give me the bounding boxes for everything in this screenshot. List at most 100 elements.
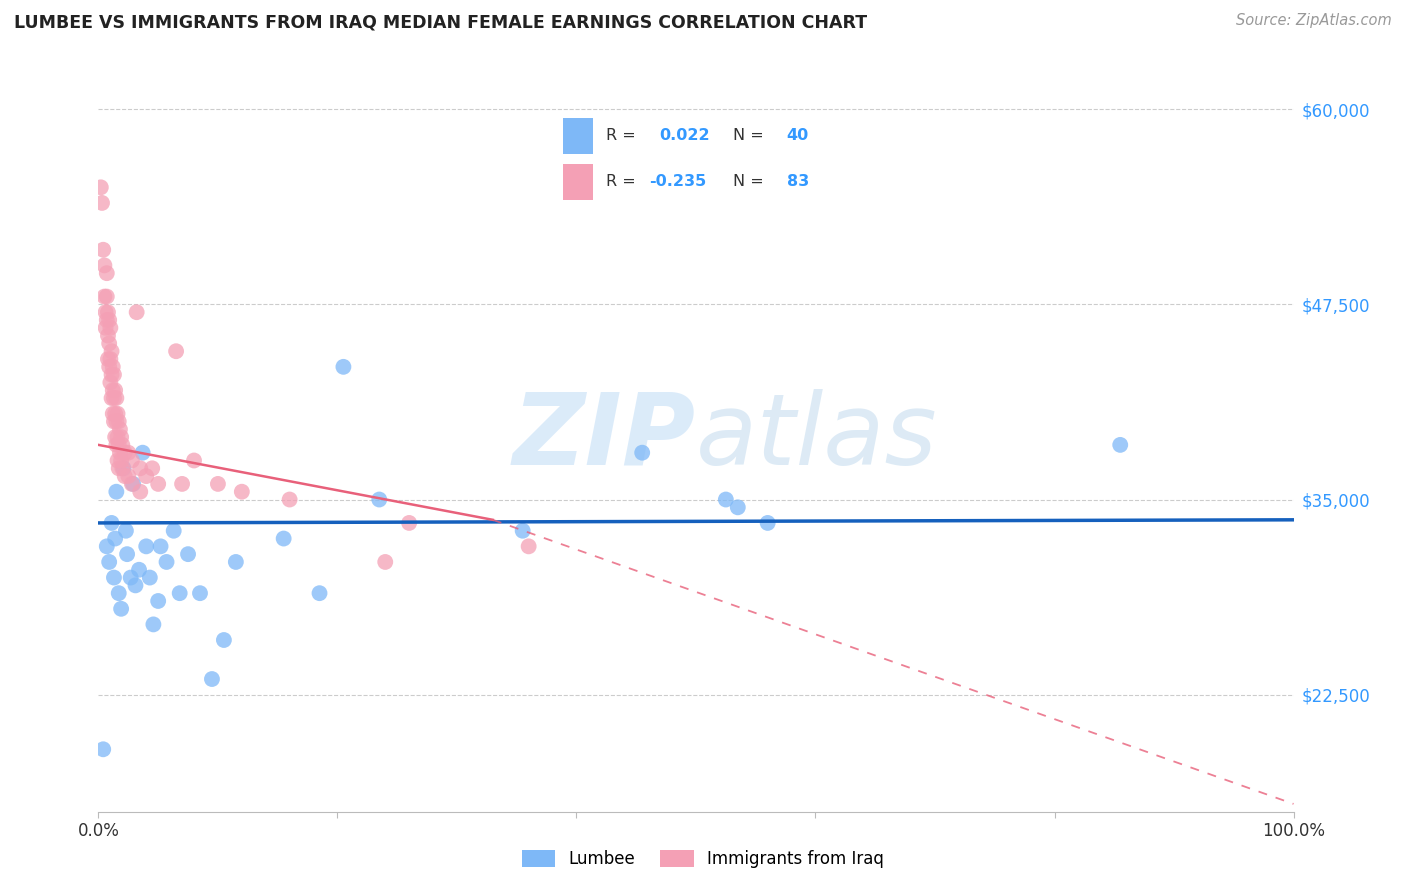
Point [98, 351, 122, 366]
Point [135, 539, 157, 553]
Point [105, 391, 128, 405]
Point [107, 461, 129, 475]
Point [177, 547, 200, 561]
Point [155, 555, 177, 569]
Point [94, 305, 117, 319]
Point [117, 446, 139, 460]
Point [129, 461, 152, 475]
Point [129, 484, 152, 499]
Point [103, 368, 125, 382]
Point [107, 438, 129, 452]
Point [163, 524, 186, 538]
Point [93, 259, 115, 273]
Point [273, 532, 295, 546]
Point [114, 469, 136, 483]
Point [97, 305, 120, 319]
Point [368, 492, 391, 507]
Point [105, 438, 128, 452]
Legend: Lumbee, Immigrants from Iraq: Lumbee, Immigrants from Iraq [516, 843, 890, 875]
Point [100, 368, 122, 382]
Point [104, 407, 127, 421]
Point [91, 742, 114, 756]
Point [104, 430, 127, 444]
Point [97, 328, 120, 343]
Point [105, 415, 128, 429]
Point [149, 539, 172, 553]
Point [1109, 438, 1132, 452]
Point [110, 602, 132, 616]
Point [101, 384, 124, 398]
Point [512, 524, 534, 538]
Point [100, 344, 122, 359]
Point [188, 586, 211, 600]
Point [114, 446, 136, 460]
Point [115, 547, 138, 561]
Point [107, 453, 129, 467]
Point [332, 359, 354, 374]
Point [100, 516, 122, 530]
Point [103, 571, 125, 585]
Point [96, 313, 118, 327]
Point [374, 555, 396, 569]
Point [131, 446, 153, 460]
Point [207, 476, 229, 491]
Point [112, 461, 135, 475]
Point [110, 453, 132, 467]
Point [100, 391, 122, 405]
Point [727, 500, 749, 515]
Text: ZIP: ZIP [513, 389, 696, 485]
Point [141, 461, 163, 475]
Point [142, 617, 165, 632]
Point [97, 351, 120, 366]
Point [101, 359, 124, 374]
Point [756, 516, 779, 530]
Point [115, 524, 138, 538]
Point [108, 422, 131, 436]
Point [107, 430, 129, 444]
Point [201, 672, 224, 686]
Point [108, 446, 131, 460]
Point [212, 633, 235, 648]
Point [121, 476, 143, 491]
Point [96, 539, 118, 553]
Text: LUMBEE VS IMMIGRANTS FROM IRAQ MEDIAN FEMALE EARNINGS CORRELATION CHART: LUMBEE VS IMMIGRANTS FROM IRAQ MEDIAN FE… [14, 13, 868, 31]
Point [101, 407, 124, 421]
Point [98, 336, 121, 351]
Point [278, 492, 301, 507]
Point [135, 469, 157, 483]
Point [122, 476, 145, 491]
Point [128, 563, 150, 577]
Point [139, 571, 162, 585]
Point [148, 594, 170, 608]
Point [225, 555, 247, 569]
Point [172, 476, 194, 491]
Point [90, 180, 112, 194]
Point [117, 469, 139, 483]
Point [110, 430, 132, 444]
Point [231, 484, 253, 499]
Point [183, 453, 205, 467]
Point [714, 492, 737, 507]
Point [105, 484, 128, 499]
Point [107, 586, 129, 600]
Point [98, 555, 121, 569]
Point [148, 476, 170, 491]
Point [125, 305, 148, 319]
Point [398, 516, 420, 530]
Point [104, 532, 127, 546]
Point [517, 539, 540, 553]
Point [165, 344, 187, 359]
Point [111, 461, 134, 475]
Text: Source: ZipAtlas.com: Source: ZipAtlas.com [1236, 13, 1392, 29]
Point [169, 586, 191, 600]
Point [107, 407, 129, 421]
Point [121, 453, 143, 467]
Point [98, 376, 122, 390]
Point [96, 266, 118, 280]
Point [98, 359, 121, 374]
Point [103, 415, 125, 429]
Point [98, 320, 122, 334]
Point [98, 313, 121, 327]
Point [107, 415, 129, 429]
Point [124, 578, 146, 592]
